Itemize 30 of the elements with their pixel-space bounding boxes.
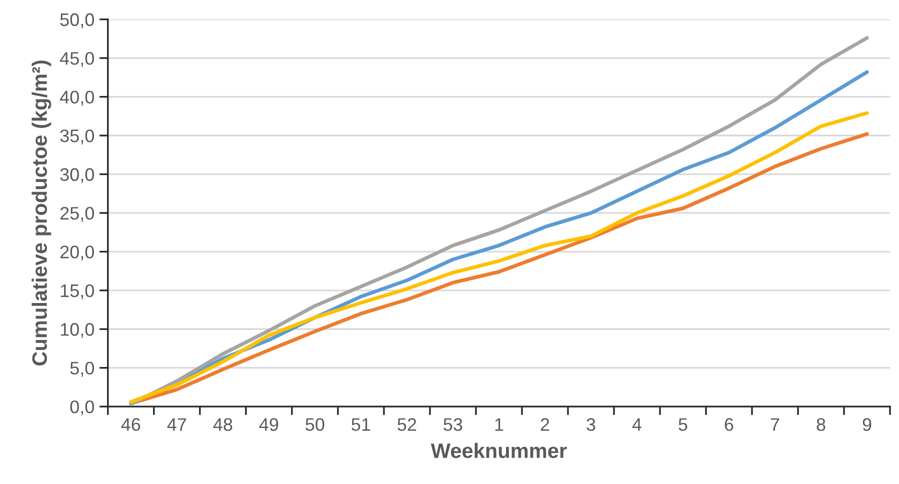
y-tick-label: 20,0 [60,246,94,261]
x-axis-title: Weeknummer [430,442,567,458]
x-tick-label: 5 [678,418,688,431]
x-tick-label: 49 [259,418,278,431]
y-tick-label: 25,0 [60,206,94,222]
y-tick-label: 5,0 [70,362,94,377]
x-tick-label: 2 [540,418,550,431]
y-tick-label: 10,0 [60,323,94,338]
y-tick-label: 15,0 [60,284,94,300]
y-axis-title: Cumulatieve productoe (kg/m²) [32,60,52,366]
x-tick-label: 50 [306,418,324,431]
x-tick-label: 3 [586,418,596,431]
x-tick-label: 52 [398,418,416,431]
x-tick-label: 46 [121,418,140,431]
x-tick-label: 6 [724,418,734,431]
x-tick-label: 48 [213,418,232,431]
y-tick-label: 45,0 [60,52,94,67]
y-tick-label: 30,0 [60,168,94,184]
x-tick-label: 53 [444,418,462,431]
y-tick-label: 0,0 [70,400,94,416]
x-tick-label: 47 [167,418,186,431]
y-tick-label: 50,0 [60,13,94,28]
x-tick-label: 8 [816,418,826,431]
y-tick-label: 40,0 [60,90,94,106]
x-tick-label: 1 [495,418,504,431]
y-tick-label: 35,0 [60,129,94,144]
x-tick-label: 4 [632,418,642,431]
x-tick-label: 7 [770,418,780,431]
x-tick-label: 51 [352,418,370,431]
x-tick-label: 9 [862,418,872,431]
